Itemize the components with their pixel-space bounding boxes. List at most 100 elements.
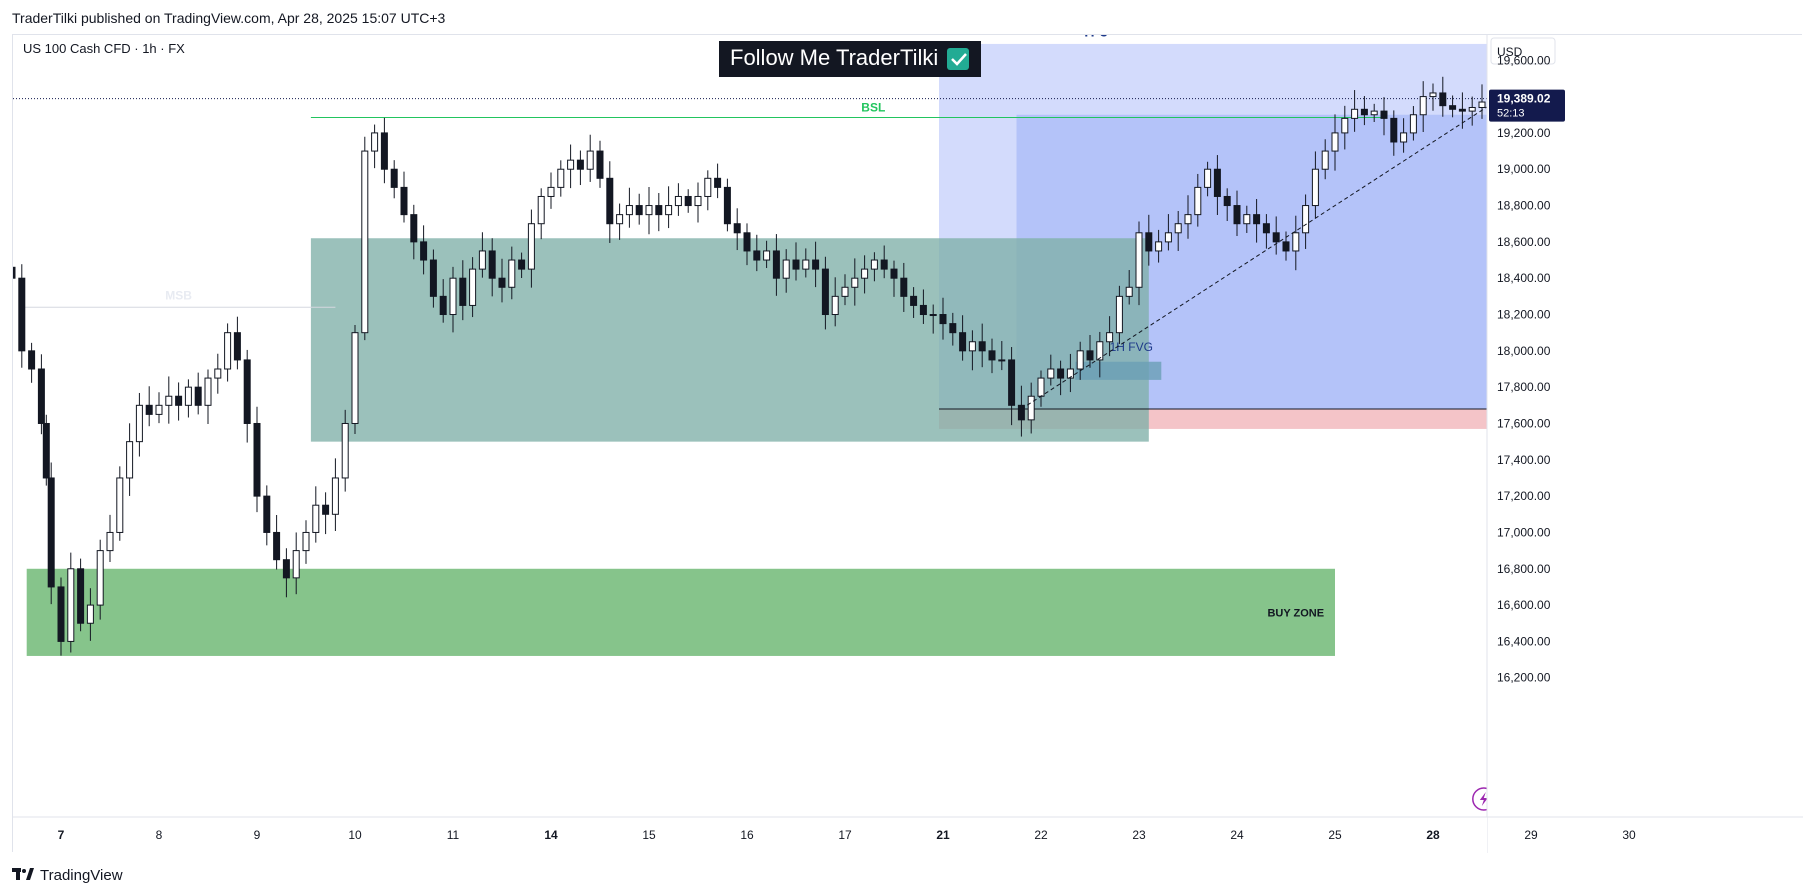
candle-body (1458, 108, 1466, 112)
supply-zone-box[interactable] (310, 238, 1149, 442)
chart-container[interactable]: BUY ZONE 1H FVG TP3 BSL MSB Follow Me TraderT… (12, 34, 1803, 853)
candle-body (1292, 232, 1300, 252)
candle-body (233, 332, 241, 361)
candle-body (126, 441, 134, 479)
candle-body (1331, 132, 1339, 152)
candle-body (968, 341, 976, 352)
candle-body (1478, 101, 1486, 108)
candle-body (273, 531, 281, 561)
currency-label: USD (1497, 45, 1523, 59)
bsl-label: BSL (861, 100, 885, 114)
price-tick-label: 17,200.00 (1497, 489, 1551, 503)
price-tick-label: 17,400.00 (1497, 453, 1551, 467)
candle-body (547, 186, 555, 197)
time-tick-label: 8 (156, 828, 163, 842)
candle-body (1047, 368, 1055, 379)
fvg-box[interactable] (1075, 361, 1162, 380)
candle-body (282, 559, 290, 579)
last-price-tag (1489, 89, 1565, 122)
price-tick-label: 18,000.00 (1497, 344, 1551, 358)
time-tick-label: 16 (740, 828, 754, 842)
candle-body (478, 250, 486, 270)
buy-zone-box[interactable] (26, 568, 1336, 656)
candle-body (743, 232, 751, 252)
candlestick-chart[interactable]: BUY ZONE 1H FVG TP3 BSL MSB Follow Me TraderT… (13, 35, 1803, 853)
tradingview-brand-text: TradingView (40, 866, 123, 884)
candle-body (1194, 186, 1202, 216)
time-tick-label: 30 (1622, 828, 1636, 842)
candle-body (919, 304, 927, 316)
candle-body (723, 186, 731, 225)
tradingview-footer[interactable]: TradingView (12, 864, 123, 886)
candle-body (96, 550, 104, 606)
candles-group (13, 76, 1496, 656)
candle-body (42, 422, 50, 479)
time-axis[interactable] (13, 817, 1487, 853)
candle-body (1360, 108, 1368, 116)
msb-label: MSB (165, 288, 192, 302)
candle-body (253, 422, 261, 497)
last-price-label: 19,389.02 (1497, 92, 1551, 106)
candle-body (302, 531, 310, 552)
candle-body (390, 168, 398, 188)
candle-body (1341, 117, 1349, 134)
candle-body (194, 386, 202, 406)
candle-body (361, 150, 369, 334)
price-tick-label: 18,800.00 (1497, 199, 1551, 213)
candle-body (792, 259, 800, 270)
candle-body (116, 477, 124, 533)
price-tick-label: 18,400.00 (1497, 271, 1551, 285)
candle-body (949, 323, 957, 334)
currency-button[interactable] (1490, 37, 1556, 65)
candle-body (596, 150, 604, 179)
candle-body (57, 586, 65, 642)
symbol-label[interactable]: US 100 Cash CFD · 1h · FX (23, 41, 185, 56)
candle-body (214, 368, 222, 379)
candle-body (351, 332, 359, 424)
candle-body (469, 268, 477, 306)
candle-body (763, 250, 771, 261)
candle-body (586, 150, 594, 170)
candle-body (449, 277, 457, 316)
candle-body (1351, 108, 1359, 119)
candle-body (145, 404, 153, 415)
price-tick-label: 16,200.00 (1497, 671, 1551, 685)
candle-body (1370, 110, 1378, 116)
candle-body (557, 168, 565, 188)
candle-body (978, 341, 986, 352)
price-tick-label: 17,600.00 (1497, 416, 1551, 430)
candle-body (988, 350, 996, 361)
candle-body (77, 568, 85, 624)
candle-body (576, 159, 584, 170)
candle-body (204, 377, 212, 406)
time-tick-label: 25 (1328, 828, 1342, 842)
candle-body (910, 295, 918, 306)
candle-body (537, 195, 545, 225)
candle-body (380, 132, 388, 170)
check-mark-icon (947, 48, 969, 70)
price-tick-label: 16,800.00 (1497, 562, 1551, 576)
candle-body (1096, 341, 1104, 361)
candle-body (812, 259, 820, 270)
candle-body (1468, 106, 1476, 112)
candle-body (1135, 232, 1143, 288)
candle-body (939, 314, 947, 325)
candle-body (1213, 168, 1221, 197)
price-tick-label: 18,200.00 (1497, 308, 1551, 322)
candle-body (439, 295, 447, 316)
candle-body (1223, 195, 1231, 207)
candle-body (488, 250, 496, 279)
price-tick-label: 16,600.00 (1497, 598, 1551, 612)
candle-body (1302, 205, 1310, 234)
price-axis[interactable] (1487, 35, 1803, 853)
candle-body (86, 604, 94, 624)
candle-body (1115, 295, 1123, 334)
candle-body (890, 268, 898, 279)
candle-body (625, 205, 633, 216)
published-header: TraderTilki published on TradingView.com… (12, 10, 446, 26)
candle-body (1125, 286, 1133, 297)
candle-body (772, 250, 780, 279)
candle-body (929, 314, 937, 317)
candle-body (224, 332, 232, 370)
trendline[interactable] (1021, 103, 1493, 410)
